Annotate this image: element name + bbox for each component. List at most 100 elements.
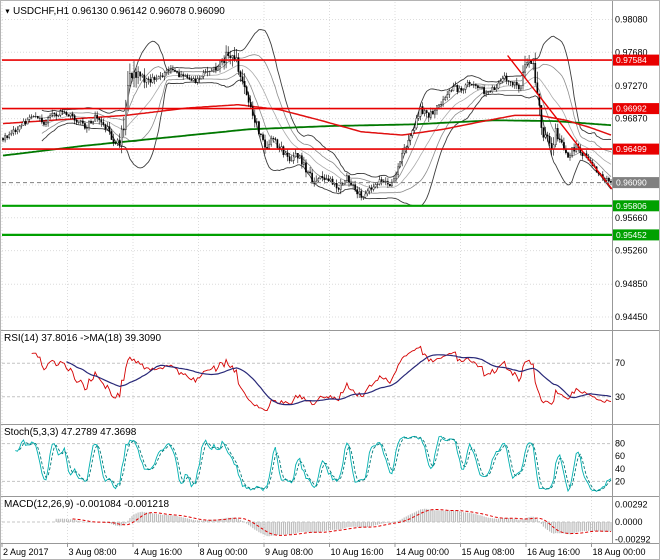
macd-axis-label: 0.00292 [615, 500, 648, 510]
candle [552, 144, 555, 149]
candle [81, 120, 84, 124]
candle [323, 177, 326, 180]
candle [86, 127, 88, 129]
candle [260, 133, 262, 135]
candle [489, 91, 492, 93]
candle [391, 182, 393, 187]
candle [12, 129, 15, 134]
candle [389, 183, 391, 187]
candle [305, 162, 307, 173]
candle [297, 152, 299, 159]
rsi-line [31, 345, 612, 411]
price-axis-label: 0.97680 [615, 47, 648, 57]
candle [491, 87, 494, 93]
candle [47, 117, 49, 123]
candle [479, 87, 481, 89]
candle [366, 190, 369, 195]
candle [376, 183, 379, 186]
price-axis-label: 0.94450 [615, 312, 648, 322]
candle [243, 80, 246, 87]
candle [329, 178, 332, 181]
candle [8, 134, 10, 139]
candle [610, 181, 612, 183]
candle [180, 74, 182, 78]
candle [225, 51, 227, 63]
candle [127, 85, 129, 109]
candle [102, 122, 105, 125]
candle [485, 92, 487, 95]
stoch-axis-label: 60 [615, 451, 625, 461]
candle [452, 86, 455, 91]
candle [534, 63, 537, 83]
time-label: 9 Aug 08:00 [265, 547, 313, 557]
price-axis-label: 0.95260 [615, 246, 648, 256]
price-axis: 0.98080 0.97680 0.97270 0.96870 0.95660 0.952… [613, 15, 659, 544]
candle [223, 60, 225, 64]
candle [462, 89, 465, 91]
candle [468, 81, 471, 85]
candle [192, 78, 195, 81]
candle [358, 191, 361, 195]
candle [303, 162, 305, 165]
candle [206, 71, 209, 73]
candle [544, 134, 547, 138]
candle [456, 85, 459, 92]
candle [186, 75, 189, 78]
support-resistance-lines[interactable] [2, 55, 613, 236]
candle [290, 160, 293, 162]
candle [569, 154, 571, 158]
candle [88, 120, 90, 128]
candle [483, 87, 485, 94]
candle [567, 152, 569, 158]
candle [272, 137, 275, 140]
rsi-ma-line [66, 354, 612, 406]
candle [282, 146, 285, 155]
ma-green-line [2, 119, 612, 157]
macd-axis-label: -0.00292 [615, 534, 651, 544]
candle [419, 106, 422, 117]
symbol-quote-header: USDCHF,H1 0.96130 0.96142 0.96078 0.9609… [13, 6, 225, 17]
candle [212, 67, 215, 71]
candle [270, 137, 272, 145]
descending-trendline[interactable] [507, 55, 613, 190]
candle [546, 134, 549, 137]
candle [518, 84, 520, 90]
candle [434, 110, 436, 115]
candle [155, 78, 158, 80]
candle [16, 129, 19, 132]
candle [360, 191, 363, 198]
candle [215, 67, 217, 71]
candle [104, 124, 107, 130]
candle [556, 128, 559, 140]
candle [520, 85, 522, 90]
candle [210, 69, 213, 72]
candle [237, 57, 240, 72]
moving-average-lines [2, 103, 612, 157]
stochastic-panel [2, 435, 612, 493]
candle [79, 120, 82, 123]
candle [501, 78, 504, 82]
stoch-header: Stoch(5,3,3) 47.2789 47.3698 [4, 427, 137, 438]
candle [131, 72, 133, 79]
time-label: 2 Aug 2017 [3, 547, 49, 557]
bollinger-band-line [41, 54, 612, 183]
candle [507, 80, 510, 82]
candle [116, 139, 119, 144]
candle [294, 152, 297, 158]
candle [32, 115, 35, 118]
candle [202, 72, 205, 77]
candle [511, 81, 514, 86]
ma-red-line [2, 103, 612, 136]
candle [24, 121, 27, 125]
candle [346, 175, 348, 181]
candle [548, 135, 551, 144]
candle [6, 135, 8, 138]
candle [499, 81, 502, 84]
candle [169, 68, 172, 72]
collapse-arrow-icon[interactable]: ▼ [4, 9, 11, 16]
candle [61, 110, 64, 113]
price-axis-label: 0.95660 [615, 213, 648, 223]
